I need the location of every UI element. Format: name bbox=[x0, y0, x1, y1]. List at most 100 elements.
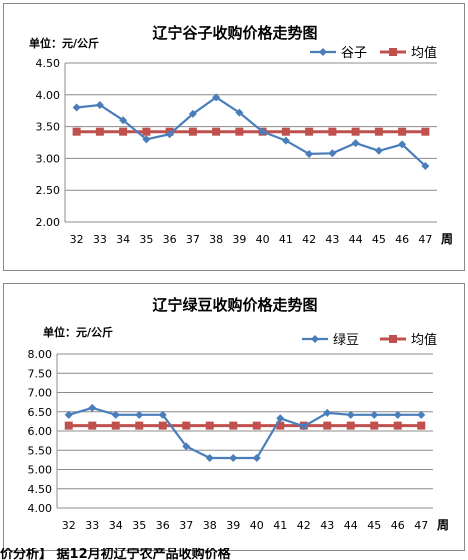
chart2-series-1-point bbox=[323, 408, 332, 417]
chart1-legend-label-1: 谷子 bbox=[341, 46, 367, 61]
chart1-legend-marker-2 bbox=[389, 48, 397, 56]
chart2-y-tick-label: 5.50 bbox=[28, 444, 53, 457]
chart2-series-1-point bbox=[182, 442, 191, 451]
chart1-x-tick-label: 33 bbox=[93, 233, 107, 246]
chart2-y-tick-label: 6.00 bbox=[28, 425, 53, 438]
footer-text: 价分析】 据12月初辽宁农产品收购价格 bbox=[0, 548, 231, 560]
chart1-legend-marker-1 bbox=[319, 48, 327, 56]
chart1-series-1-point bbox=[119, 116, 128, 125]
chart2-y-tick-label: 5.00 bbox=[28, 464, 53, 477]
chart1-x-tick-label: 42 bbox=[302, 233, 316, 246]
chart1-x-tick-label: 43 bbox=[325, 233, 339, 246]
chart2-x-tick-label: 47 bbox=[414, 519, 428, 532]
chart1-y-tick-label: 4.00 bbox=[36, 89, 61, 102]
chart1-x-tick-label: 35 bbox=[139, 233, 153, 246]
chart2-series-1-point bbox=[252, 453, 261, 462]
chart2-series-1-point bbox=[88, 403, 97, 412]
chart2-legend-marker-1 bbox=[311, 335, 319, 343]
chart1-series-2-point bbox=[421, 127, 430, 136]
chart2-series-1-point bbox=[276, 414, 285, 423]
chart1-series-1-point bbox=[188, 109, 197, 118]
chart1-x-tick-label: 45 bbox=[372, 233, 386, 246]
chart2-series-2-point bbox=[276, 421, 285, 430]
chart2-legend-label-1: 绿豆 bbox=[333, 333, 359, 348]
chart2-x-axis-label: 周 bbox=[437, 518, 449, 532]
chart1-series-1-point bbox=[328, 149, 337, 158]
chart2-x-tick-label: 45 bbox=[367, 519, 381, 532]
chart1-y-tick-label: 4.50 bbox=[36, 57, 61, 70]
chart2-series-1-point bbox=[135, 410, 144, 419]
chart1-y-tick-label: 2.50 bbox=[36, 184, 61, 197]
chart2-title: 辽宁绿豆收购价格走势图 bbox=[152, 296, 317, 314]
chart1-x-tick-label: 44 bbox=[349, 233, 363, 246]
chart1-series-2-point bbox=[328, 127, 337, 136]
chart1-y-tick-label: 2.00 bbox=[36, 216, 61, 229]
chart1-x-tick-label: 40 bbox=[256, 233, 270, 246]
chart2-series-2-point bbox=[158, 421, 167, 430]
chart2-x-tick-label: 37 bbox=[179, 519, 193, 532]
chart1-x-tick-label: 34 bbox=[116, 233, 130, 246]
chart1-series-line-1 bbox=[76, 95, 427, 167]
chart1-series-2-point bbox=[212, 127, 221, 136]
chart2-x-tick-label: 40 bbox=[250, 519, 264, 532]
chart1-series-1-point bbox=[165, 130, 174, 139]
chart1-series-1-point bbox=[142, 135, 151, 144]
chart2-series-2-point bbox=[111, 421, 120, 430]
chart1-series-2-point bbox=[281, 127, 290, 136]
chart2-series-1-point bbox=[346, 410, 355, 419]
chart2-series-2-point bbox=[417, 421, 426, 430]
chart2-x-tick-label: 46 bbox=[391, 519, 405, 532]
chart2-unit-label: 单位：元/公斤 bbox=[43, 325, 113, 339]
chart2-series-2-point bbox=[346, 421, 355, 430]
chart2-x-tick-label: 35 bbox=[132, 519, 146, 532]
chart1-x-tick-label: 32 bbox=[70, 233, 84, 246]
chart2-series-2-point bbox=[229, 421, 238, 430]
chart1-x-tick-label: 39 bbox=[232, 233, 246, 246]
chart1-unit-label: 单位：元/公斤 bbox=[29, 36, 99, 50]
chart2-x-tick-label: 32 bbox=[62, 519, 76, 532]
chart2-x-tick-label: 38 bbox=[203, 519, 217, 532]
chart1-x-tick-label: 47 bbox=[418, 233, 432, 246]
chart2-series-2-point bbox=[135, 421, 144, 430]
chart2-series-1-point bbox=[299, 422, 308, 431]
chart-panel-mungbean: 辽宁绿豆收购价格走势图 单位：元/公斤 4.00 4.50 5.00 5.50 6.00 6.… bbox=[3, 283, 465, 551]
chart1-legend-label-2: 均值 bbox=[411, 45, 437, 61]
chart1-x-tick-label: 37 bbox=[186, 233, 200, 246]
chart2-series-1-point bbox=[111, 410, 120, 419]
chart1-series-1-point bbox=[95, 100, 104, 109]
chart2-x-tick-label: 33 bbox=[85, 519, 99, 532]
chart2-series-2-point bbox=[370, 421, 379, 430]
chart2-series-1-point bbox=[64, 410, 73, 419]
chart1-series-1-point bbox=[305, 149, 314, 158]
chart1-series-1-point bbox=[374, 146, 383, 155]
chart1-series-2-point bbox=[305, 127, 314, 136]
chart1-x-tick-label: 38 bbox=[209, 233, 223, 246]
chart2-series-line-1 bbox=[68, 406, 422, 460]
chart1-series-1-point bbox=[212, 93, 221, 102]
chart2-series-2-point bbox=[323, 421, 332, 430]
chart2-series-1-point bbox=[370, 410, 379, 419]
chart2-series-2-point bbox=[182, 421, 191, 430]
chart1-x-tick-label: 46 bbox=[395, 233, 409, 246]
chart1-series-1-point bbox=[235, 108, 244, 117]
chart2-series-1-point bbox=[393, 410, 402, 419]
chart2-x-tick-label: 41 bbox=[273, 519, 287, 532]
chart1-x-tick-label: 36 bbox=[163, 233, 177, 246]
chart2-series-2-point bbox=[252, 421, 261, 430]
chart1-series-2-point bbox=[95, 127, 104, 136]
chart2-y-tick-label: 8.00 bbox=[28, 348, 53, 361]
chart1-series-2-point bbox=[72, 127, 81, 136]
chart1-series-2-point bbox=[374, 127, 383, 136]
chart2-series-1-point bbox=[205, 453, 214, 462]
chart1-series-2-point bbox=[351, 127, 360, 136]
chart2-legend-label-2: 均值 bbox=[411, 332, 437, 348]
chart2-x-tick-label: 44 bbox=[344, 519, 358, 532]
chart2-x-tick-label: 36 bbox=[156, 519, 170, 532]
chart1-series-1-point bbox=[258, 127, 267, 136]
chart2-series-1-point bbox=[417, 410, 426, 419]
chart2-x-tick-label: 34 bbox=[109, 519, 123, 532]
chart2-y-tick-label: 6.50 bbox=[28, 406, 53, 419]
chart2-y-tick-label: 4.00 bbox=[28, 502, 53, 515]
